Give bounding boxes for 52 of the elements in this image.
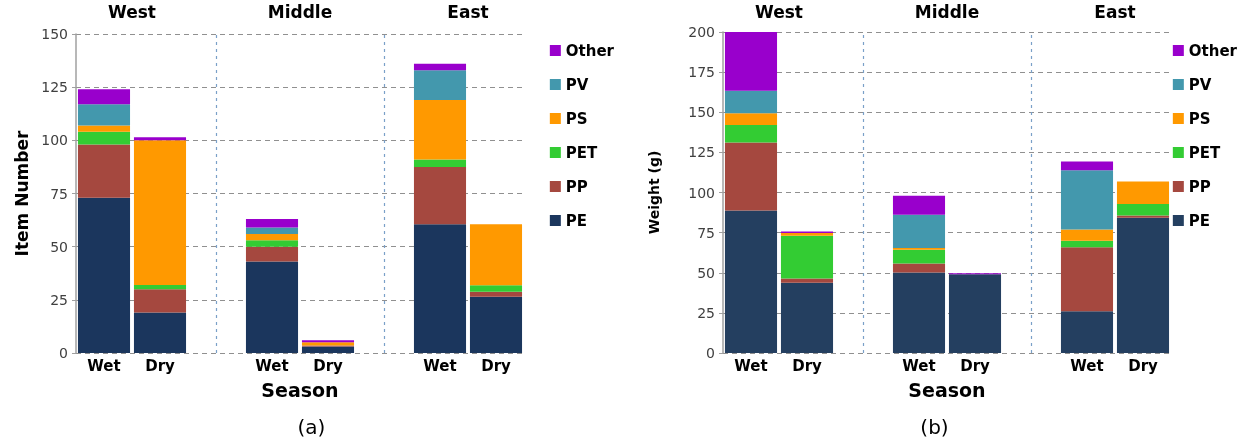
x-tick-label: Wet [87, 356, 121, 375]
x-tick-label: Wet [255, 356, 289, 375]
y-axis-title: Item Number [11, 130, 32, 257]
y-tick-label: 25 [697, 304, 715, 321]
y-tick-label: 100 [41, 132, 68, 149]
y-tick-label: 50 [50, 238, 68, 255]
text: (b) [920, 415, 949, 439]
y-tick-label: 150 [688, 104, 715, 121]
legend-label: PV [1188, 75, 1212, 94]
y-tick-label: 175 [688, 64, 715, 81]
x-tick-label: Wet [902, 356, 936, 375]
y-tick-label: 50 [697, 264, 715, 281]
legend-label: PE [565, 211, 588, 230]
legend-label: PV [565, 75, 589, 94]
y-tick-label: 0 [59, 345, 68, 361]
legend-label: Other [565, 41, 615, 60]
text: West [108, 1, 156, 22]
legend-label: PP [1188, 177, 1211, 196]
y-tick-label: 150 [41, 26, 68, 42]
legend-label: PS [1188, 109, 1211, 128]
legend-label: PP [565, 177, 588, 196]
x-tick-label: Dry [145, 356, 176, 375]
y-tick-label: 25 [50, 291, 68, 308]
text: (a) [297, 415, 326, 439]
text: West [755, 1, 803, 22]
y-tick-label: 75 [697, 224, 715, 241]
legend-label: PE [1188, 211, 1211, 230]
text: Middle [267, 1, 333, 22]
legend-label: Other [1188, 41, 1238, 60]
y-tick-label: 100 [688, 184, 715, 201]
x-axis-title: Season [261, 378, 339, 401]
x-tick-label: Dry [481, 356, 512, 375]
x-tick-label: Dry [792, 356, 823, 375]
legend-label: PET [565, 143, 599, 162]
text: East [1094, 1, 1136, 22]
x-tick-label: Dry [960, 356, 991, 375]
text: East [447, 1, 489, 22]
x-tick-label: Wet [423, 356, 457, 375]
y-tick-label: 200 [688, 24, 715, 40]
y-tick-label: 125 [41, 79, 68, 96]
y-tick-label: 75 [50, 185, 68, 202]
x-tick-label: Dry [313, 356, 344, 375]
x-tick-label: Wet [1070, 356, 1104, 375]
y-tick-label: 0 [706, 345, 715, 361]
y-axis-title: Weight (g) [646, 150, 662, 235]
y-tick-label: 125 [688, 144, 715, 161]
text: Middle [914, 1, 980, 22]
legend-label: PET [1188, 143, 1222, 162]
x-axis-title: Season [908, 378, 986, 401]
x-tick-label: Dry [1128, 356, 1159, 375]
legend-label: PS [565, 109, 588, 128]
x-tick-label: Wet [734, 356, 768, 375]
